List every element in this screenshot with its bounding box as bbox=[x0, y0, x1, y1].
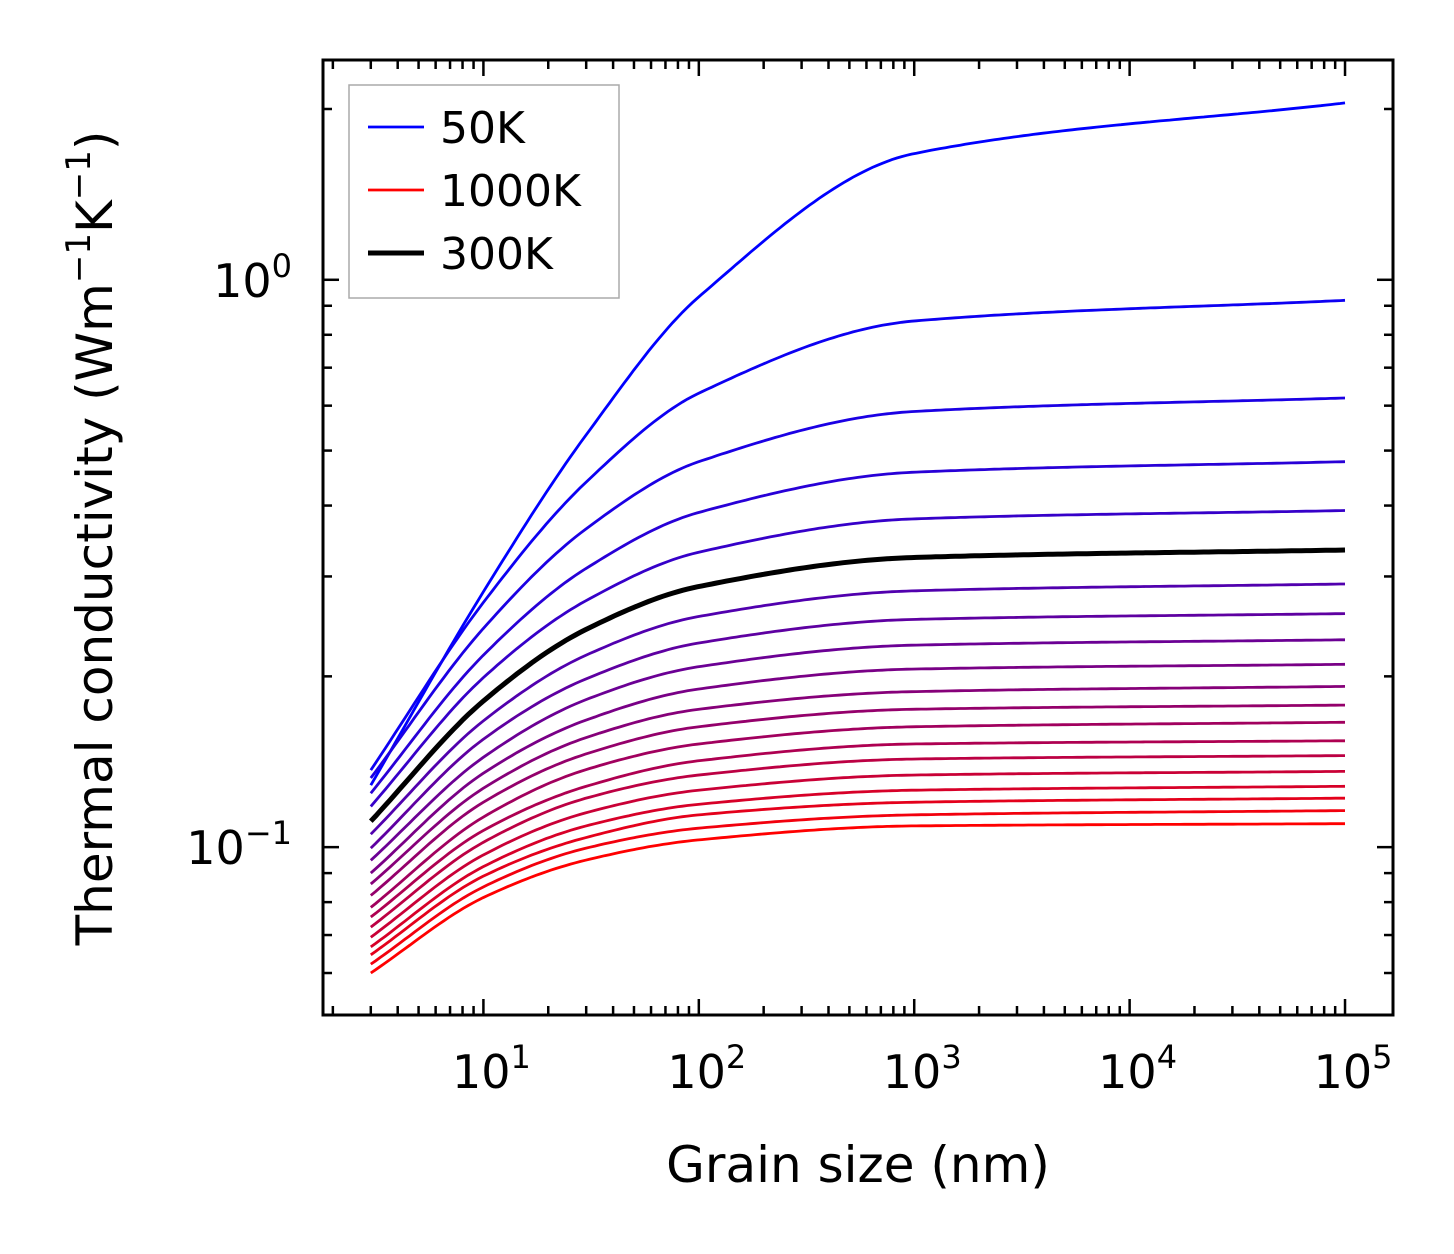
series-line-350K bbox=[369, 582, 1345, 836]
series-line-700K bbox=[369, 739, 1345, 919]
series-line-100K bbox=[369, 298, 1346, 771]
legend-label-1000K: 1000K bbox=[440, 166, 582, 217]
series-line-450K bbox=[369, 638, 1345, 862]
tick-labels: 101 102 103 104 105 100 10−1 bbox=[186, 247, 1392, 1099]
legend-label-50K: 50K bbox=[440, 103, 526, 154]
x-tick-label: 102 bbox=[667, 1038, 746, 1099]
x-tick-label: 104 bbox=[1098, 1038, 1177, 1099]
legend-box bbox=[348, 84, 620, 299]
y-axis-label: Thermal conductivity (Wm−1K−1) bbox=[59, 131, 124, 947]
series-line-400K bbox=[369, 612, 1346, 850]
series-line-800K bbox=[369, 770, 1345, 939]
series-line-550K bbox=[369, 685, 1346, 886]
series-line-750K bbox=[369, 754, 1345, 929]
x-tick-label: 103 bbox=[883, 1038, 962, 1099]
series-line-1000K bbox=[370, 822, 1345, 975]
x-axis-label: Grain size (nm) bbox=[666, 1136, 1050, 1194]
y-tick-label: 10−1 bbox=[186, 814, 292, 875]
series-line-600K bbox=[369, 703, 1345, 897]
series-line-500K bbox=[369, 662, 1346, 875]
legend-label-300K: 300K bbox=[440, 229, 554, 280]
series-line-250K bbox=[369, 509, 1346, 808]
legend: 50K 1000K 300K bbox=[348, 84, 620, 299]
x-tick-label: 101 bbox=[452, 1038, 531, 1099]
y-tick-label: 100 bbox=[213, 247, 292, 308]
series-line-200K bbox=[369, 460, 1346, 795]
series-line-150K bbox=[369, 396, 1346, 779]
series-line-950K bbox=[370, 809, 1345, 966]
series-line-50K bbox=[369, 101, 1346, 786]
plot-frame bbox=[321, 58, 1395, 1017]
series-line-900K bbox=[370, 796, 1345, 956]
series-line-300K bbox=[368, 547, 1346, 823]
series-lines bbox=[368, 101, 1346, 975]
x-tick-label: 105 bbox=[1314, 1038, 1393, 1099]
series-line-850K bbox=[369, 784, 1346, 949]
series-line-650K bbox=[369, 720, 1345, 909]
